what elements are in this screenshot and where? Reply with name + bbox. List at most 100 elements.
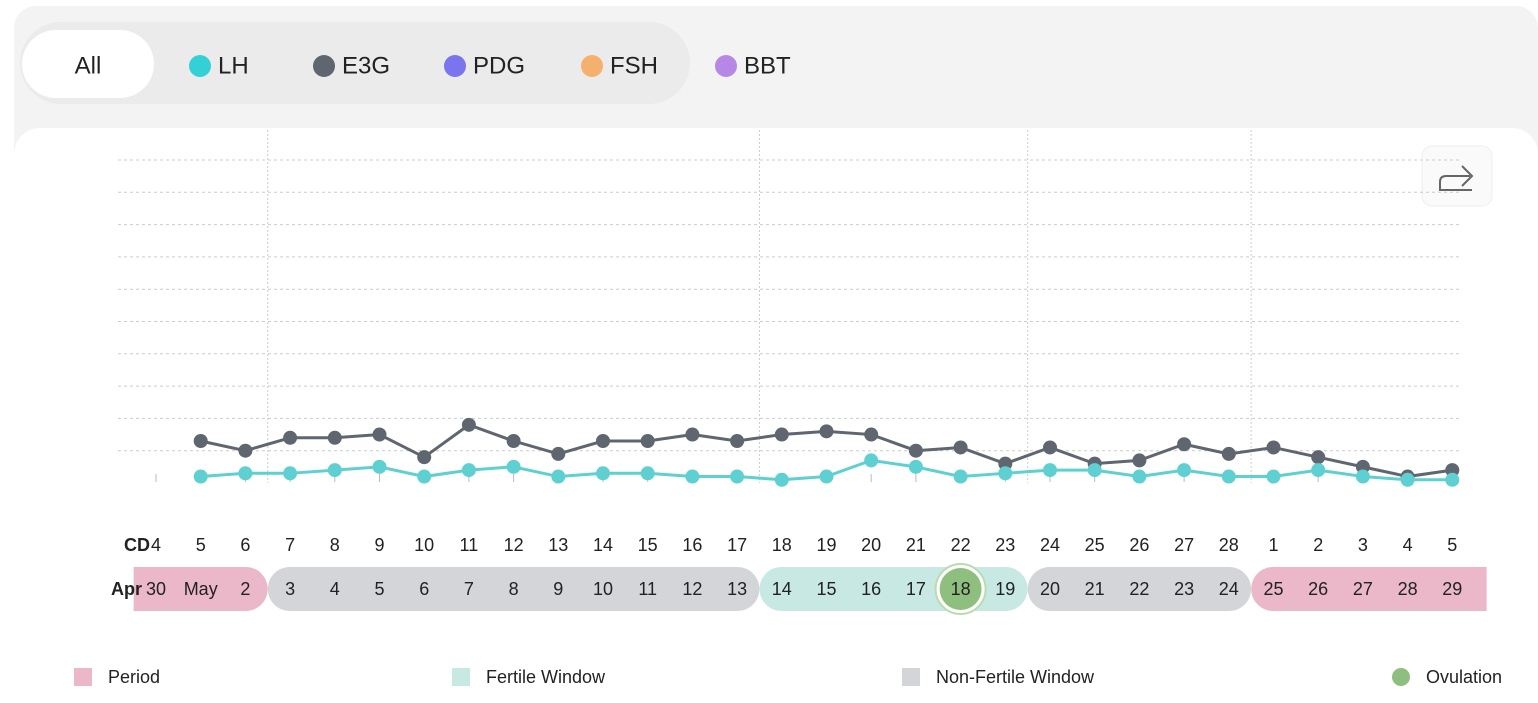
date-label[interactable]: 20	[1040, 579, 1060, 599]
data-point	[998, 466, 1013, 481]
data-point	[685, 427, 700, 442]
legend-swatch	[902, 668, 920, 686]
cycle-day: 9	[374, 535, 384, 555]
date-label[interactable]: 5	[374, 579, 384, 599]
cycle-day: 1	[1268, 535, 1278, 555]
date-label[interactable]: 3	[285, 579, 295, 599]
data-point	[819, 469, 834, 484]
data-point	[1355, 459, 1370, 474]
data-point	[1311, 450, 1326, 465]
date-label[interactable]: 9	[553, 579, 563, 599]
date-label[interactable]: 19	[995, 579, 1015, 599]
date-label[interactable]: 18	[951, 579, 971, 599]
date-label[interactable]: 21	[1085, 579, 1105, 599]
ovulation-marker	[939, 568, 982, 610]
share-icon	[1439, 165, 1474, 191]
data-point	[1400, 472, 1415, 487]
cycle-day: 19	[816, 535, 836, 555]
data-point	[1177, 463, 1192, 478]
data-point	[1132, 453, 1147, 468]
data-point	[551, 446, 566, 461]
data-point	[1177, 437, 1192, 452]
data-point	[953, 440, 968, 455]
data-point	[953, 469, 968, 484]
data-point	[238, 443, 253, 458]
tab-label[interactable]: LH	[218, 52, 249, 79]
data-point	[193, 434, 208, 449]
data-point	[283, 430, 298, 445]
cycle-day: 15	[638, 535, 658, 555]
date-label[interactable]: 27	[1353, 579, 1373, 599]
data-point	[1355, 469, 1370, 484]
date-label[interactable]: 15	[816, 579, 836, 599]
date-label[interactable]: 25	[1263, 579, 1283, 599]
cycle-day: 24	[1040, 535, 1060, 555]
date-label[interactable]: 7	[464, 579, 474, 599]
date-label[interactable]: 12	[682, 579, 702, 599]
cycle-day: 4	[151, 535, 161, 555]
data-point	[1043, 440, 1057, 455]
date-label[interactable]: 22	[1129, 579, 1149, 599]
tab-label[interactable]: PDG	[473, 52, 525, 79]
cycle-day: 28	[1219, 535, 1239, 555]
data-point	[998, 456, 1013, 471]
data-point	[1266, 469, 1281, 484]
date-label[interactable]: 17	[906, 579, 926, 599]
tab-label[interactable]: E3G	[342, 52, 390, 79]
cycle-day: 8	[330, 535, 340, 555]
data-point	[506, 459, 521, 474]
data-point	[1132, 469, 1147, 484]
cycle-day: 5	[196, 535, 206, 555]
tab-dot	[581, 55, 603, 77]
data-point	[1445, 463, 1460, 478]
data-point	[327, 463, 342, 478]
data-point	[372, 427, 387, 442]
cycle-day: 6	[240, 535, 250, 555]
date-label[interactable]: 29	[1442, 579, 1462, 599]
data-point	[685, 469, 700, 484]
data-point	[730, 434, 745, 449]
chart-card	[14, 128, 1538, 698]
date-label[interactable]: 4	[330, 579, 340, 599]
date-label[interactable]: 13	[727, 579, 747, 599]
tab-selected	[22, 30, 154, 98]
cycle-day: 4	[1403, 535, 1413, 555]
data-point	[1311, 463, 1326, 478]
legend-label: Fertile Window	[486, 667, 606, 687]
date-label[interactable]: 10	[593, 579, 613, 599]
date-label[interactable]: 30	[146, 579, 166, 599]
cycle-day: 26	[1129, 535, 1149, 555]
cycle-day: 3	[1358, 535, 1368, 555]
date-label[interactable]: 28	[1398, 579, 1418, 599]
legend-label: Period	[108, 667, 160, 687]
date-label[interactable]: 11	[638, 579, 657, 599]
tab-label[interactable]: FSH	[610, 52, 658, 79]
date-label[interactable]: 26	[1308, 579, 1328, 599]
tab-label[interactable]: BBT	[744, 52, 791, 79]
date-label[interactable]: 16	[861, 579, 881, 599]
phase-band	[133, 567, 268, 611]
tab-label[interactable]: All	[75, 52, 102, 79]
data-point	[238, 466, 253, 481]
data-point	[1445, 472, 1460, 487]
data-point	[730, 469, 745, 484]
data-point	[1266, 440, 1281, 455]
legend-swatch	[452, 668, 470, 686]
date-label[interactable]: 24	[1219, 579, 1239, 599]
data-point	[640, 466, 655, 481]
date-label[interactable]: 2	[240, 579, 250, 599]
date-label[interactable]: 23	[1174, 579, 1194, 599]
data-point	[372, 459, 387, 474]
data-point	[1043, 463, 1057, 478]
date-label[interactable]: 8	[509, 579, 519, 599]
date-prefix: Apr	[111, 579, 142, 599]
date-label[interactable]: 14	[772, 579, 792, 599]
date-label[interactable]: May	[184, 579, 218, 599]
cycle-day: 23	[995, 535, 1015, 555]
data-point	[640, 434, 655, 449]
data-point	[461, 463, 476, 478]
legend-label: Non-Fertile Window	[936, 667, 1095, 687]
date-label[interactable]: 6	[419, 579, 429, 599]
